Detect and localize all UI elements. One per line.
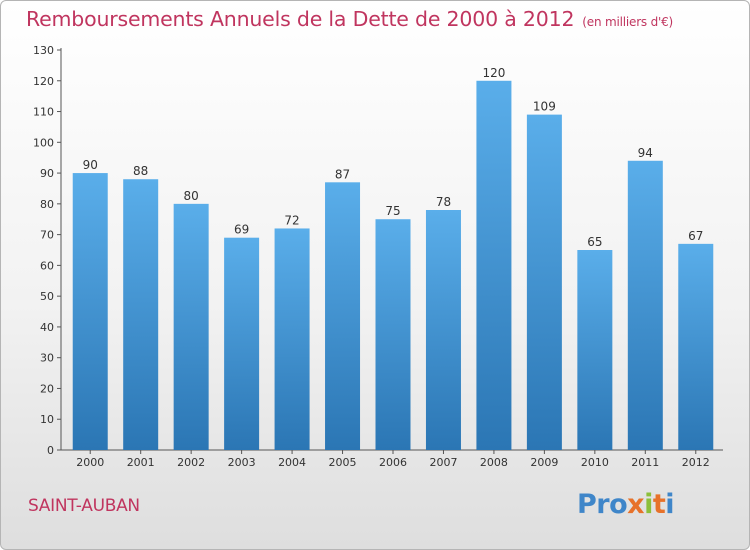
data-label: 80	[184, 189, 199, 203]
data-label: 94	[638, 146, 653, 160]
y-tick-label: 100	[33, 136, 54, 149]
bar	[678, 243, 714, 450]
bar	[425, 210, 461, 450]
x-tick-label: 2008	[480, 456, 508, 469]
x-tick-label: 2003	[228, 456, 256, 469]
commune-name: SAINT-AUBAN	[28, 496, 140, 516]
chart-title: Remboursements Annuels de la Dette de 20…	[26, 7, 673, 31]
x-tick-label: 2011	[631, 456, 659, 469]
logo-part: Pro	[577, 489, 628, 520]
x-tick-label: 2010	[581, 456, 609, 469]
logo-part: i	[644, 489, 653, 520]
x-tick-label: 2009	[530, 456, 558, 469]
x-tick-label: 2005	[329, 456, 357, 469]
bar	[123, 179, 159, 450]
x-tick-label: 2007	[429, 456, 457, 469]
x-tick-label: 2000	[76, 456, 104, 469]
y-tick-label: 30	[40, 352, 54, 365]
bar	[325, 182, 361, 451]
y-tick-label: 110	[33, 106, 54, 119]
logo-part: t	[652, 489, 666, 520]
y-tick-label: 0	[47, 444, 54, 457]
x-tick-label: 2002	[177, 456, 205, 469]
bar	[173, 203, 209, 450]
y-tick-label: 20	[40, 382, 54, 395]
data-label: 69	[234, 223, 249, 237]
title-text: Remboursements Annuels de la Dette de 20…	[26, 7, 575, 31]
x-tick-label: 2012	[682, 456, 710, 469]
data-label: 90	[83, 158, 98, 172]
y-tick-label: 50	[40, 290, 54, 303]
x-tick-label: 2004	[278, 456, 306, 469]
data-label: 109	[533, 100, 556, 114]
bar	[375, 219, 411, 450]
bar	[627, 160, 663, 450]
y-tick-label: 80	[40, 198, 54, 211]
y-tick-label: 70	[40, 229, 54, 242]
bar	[274, 228, 310, 450]
x-tick-label: 2006	[379, 456, 407, 469]
logo-part: x	[627, 489, 645, 520]
data-label: 67	[688, 229, 703, 243]
y-tick-label: 40	[40, 321, 54, 334]
unit-label: (en milliers d'€)	[582, 15, 674, 29]
data-label: 72	[284, 213, 299, 227]
y-tick-label: 10	[40, 413, 54, 426]
data-label: 75	[385, 204, 400, 218]
bar	[476, 80, 512, 451]
bar	[526, 114, 562, 450]
proxiti-logo: Proxiti	[577, 489, 675, 520]
data-label: 88	[133, 164, 148, 178]
data-label: 120	[482, 66, 505, 80]
bar	[224, 237, 260, 450]
bar	[577, 250, 613, 450]
y-tick-label: 90	[40, 167, 54, 180]
data-label: 87	[335, 167, 350, 181]
bar	[72, 173, 108, 451]
y-tick-label: 120	[33, 75, 54, 88]
data-label: 65	[587, 235, 602, 249]
x-tick-label: 2001	[127, 456, 155, 469]
y-tick-label: 130	[33, 44, 54, 57]
logo-part: i	[665, 489, 675, 520]
data-label: 78	[436, 195, 451, 209]
y-tick-label: 60	[40, 259, 54, 272]
